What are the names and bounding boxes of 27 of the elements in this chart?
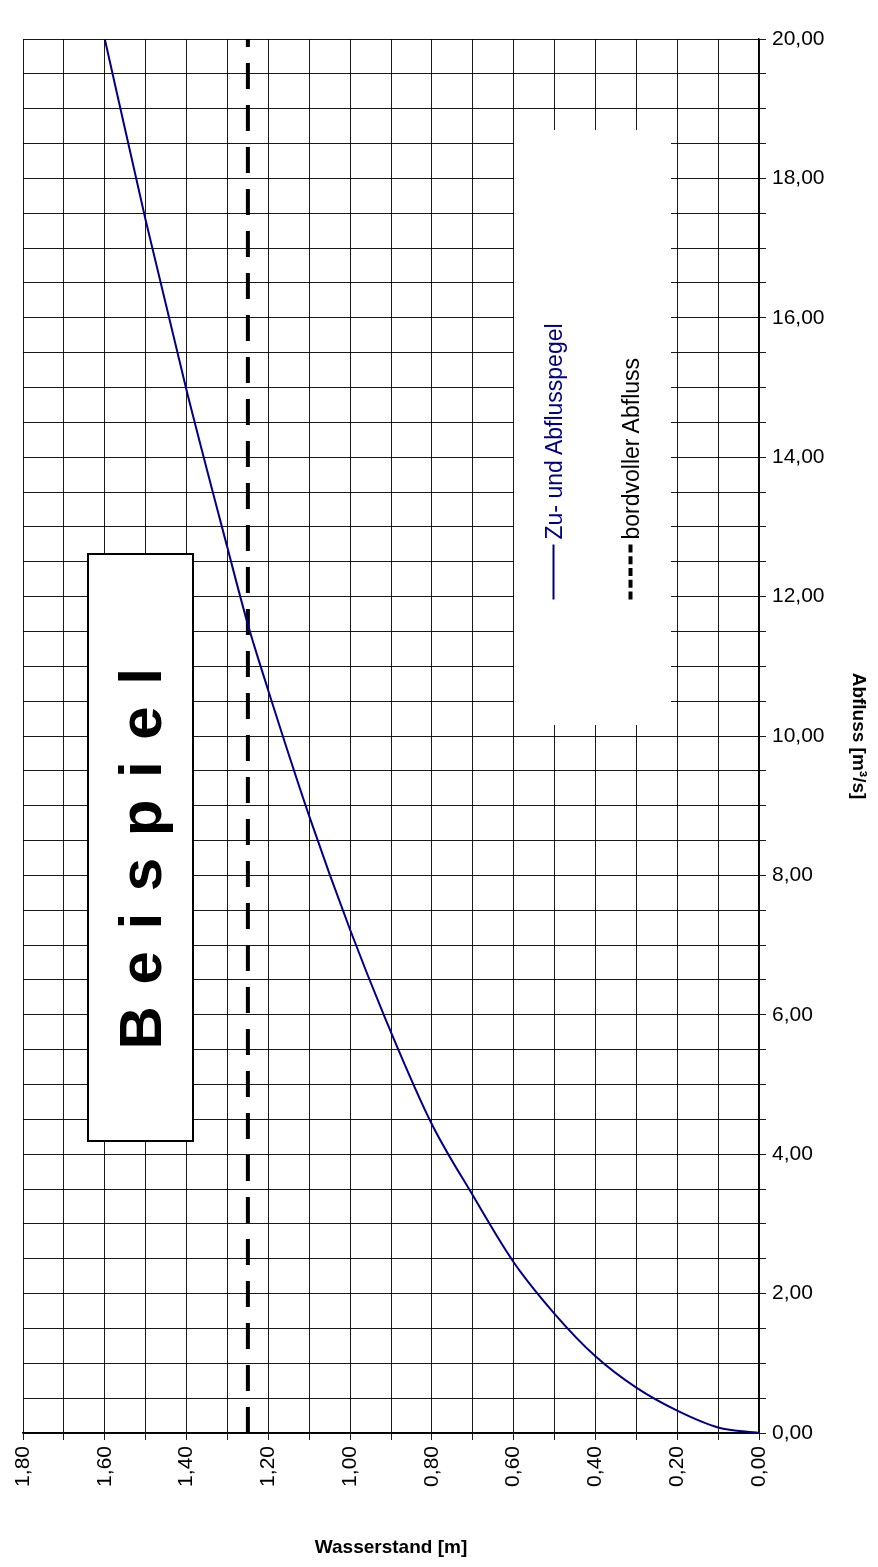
legend-box: Zu- und Abflusspegel bordvoller Abfluss	[513, 129, 671, 725]
annotation: Beispiel	[106, 646, 176, 1050]
x-axis-title: Wasserstand [m]	[314, 1535, 468, 1557]
x-tick-label: 0,60	[500, 1446, 524, 1487]
y-tick-label: 8,00	[772, 862, 813, 886]
x-tick-label: 1,20	[255, 1446, 279, 1487]
y-tick-label: 18,00	[772, 165, 825, 189]
y-tick-label: 6,00	[772, 1001, 813, 1025]
ref-line-label: bordvoller Abfluss	[617, 358, 645, 540]
y-tick-label: 16,00	[772, 304, 825, 328]
x-tick-label: 0,40	[582, 1446, 606, 1487]
y-tick-label: 20,00	[772, 25, 825, 49]
x-tick-label: 1,60	[91, 1446, 115, 1487]
label-box: Beispiel	[87, 553, 195, 1143]
x-tick-label: 1,40	[173, 1446, 197, 1487]
x-tick-label: 1,00	[336, 1446, 360, 1487]
y-tick-label: 0,00	[772, 1419, 813, 1443]
y-tick-label: 14,00	[772, 444, 825, 467]
y-tick-label: 12,00	[772, 583, 825, 607]
y-tick-label: 4,00	[772, 1141, 813, 1164]
y-axis-title: Abfluss [m³/s]	[849, 672, 871, 800]
x-tick-label: 0,00	[745, 1446, 769, 1487]
y-tick-label: 10,00	[772, 722, 825, 746]
x-tick-label: 1,80	[9, 1446, 33, 1487]
x-tick-label: 0,80	[418, 1446, 442, 1487]
x-tick-label: 0,20	[664, 1446, 688, 1487]
y-tick-label: 2,00	[772, 1280, 813, 1304]
